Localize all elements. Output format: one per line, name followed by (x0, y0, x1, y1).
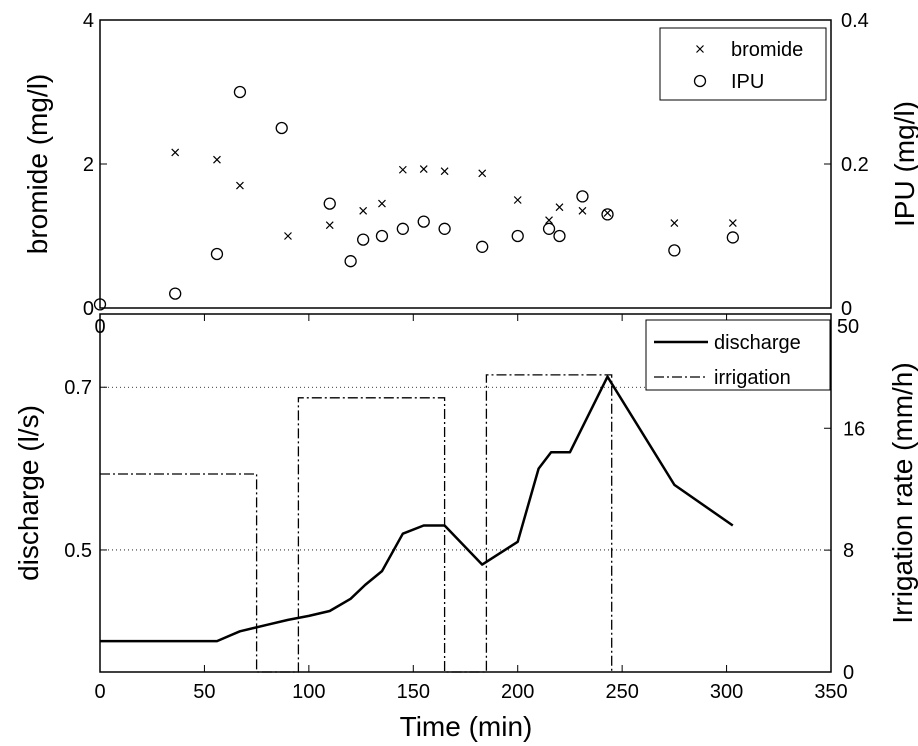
top-tick-fragment: 0 (94, 316, 105, 338)
bromide-point (359, 206, 368, 215)
top-left-tick-label: 2 (83, 154, 94, 176)
irrigation-line (100, 374, 613, 673)
x-tick-label: 100 (292, 681, 325, 703)
bromide-point (398, 165, 407, 174)
ipu-point (726, 231, 739, 244)
top-legend-box (659, 27, 827, 101)
top-right-y-label: IPU (mg/l) (889, 101, 918, 227)
bottom-x-ticks: 0 50 100 150 200 250 300 350 (94, 314, 848, 703)
top-right-tick-label: 0.4 (841, 10, 869, 32)
ipu-point (323, 197, 336, 210)
bottom-left-tick-label: 0.5 (64, 540, 92, 562)
bromide-point (545, 216, 553, 225)
ipu-point (375, 229, 389, 243)
bromide-point (213, 155, 221, 164)
bromide-point (325, 221, 334, 230)
top-right-tick-label: 0.2 (841, 154, 869, 176)
ipu-point (233, 85, 247, 99)
x-axis-label: Time (min) (400, 711, 533, 742)
bromide-point (728, 219, 737, 227)
bromide-point (378, 199, 386, 208)
bottom-legend-box (645, 319, 831, 391)
bromide-point (440, 167, 449, 176)
ipu-point (417, 215, 430, 228)
ipu-point (210, 247, 224, 261)
ipu-point (511, 229, 524, 243)
bromide-point (578, 206, 587, 215)
top-tick-fragment: 50 (837, 316, 859, 338)
ipu-point (476, 240, 489, 253)
ipu-point (275, 121, 288, 135)
bromide-point (236, 181, 244, 190)
legend-irrigation-label: irrigation (714, 367, 791, 389)
legend-discharge-label: discharge (714, 332, 801, 354)
top-right-y-ticks: 0 0.2 0.4 (824, 10, 869, 320)
bromide-point (419, 165, 428, 173)
bottom-right-tick-label: 16 (843, 418, 865, 440)
ipu-point (438, 222, 451, 235)
bottom-data-lines (100, 374, 734, 673)
ipu-point (553, 229, 566, 243)
bottom-right-tick-label: 8 (843, 540, 854, 562)
ipu-point (668, 244, 681, 257)
discharge-line (100, 375, 734, 643)
top-legend: bromide IPU (659, 27, 827, 101)
ipu-point (542, 222, 556, 235)
bottom-top-tick-fragments: 0 50 (94, 316, 859, 338)
legend-ipu-marker-o (693, 74, 707, 88)
bottom-right-y-label: Irrigation rate (mm/h) (887, 362, 918, 623)
bottom-left-y-ticks: 0.5 0.7 (64, 377, 107, 562)
bromide-point (555, 203, 564, 212)
legend-ipu-marker (693, 74, 707, 88)
legend-bromide-label: bromide (731, 39, 803, 61)
x-tick-label: 250 (605, 681, 638, 703)
ipu-point (169, 287, 182, 300)
ipu-point (344, 255, 357, 268)
top-panel: 0 2 4 0 0.2 0.4 bromide (mg/l) IPU (mg/l) br… (22, 10, 918, 320)
x-tick-label: 350 (814, 681, 847, 703)
bromide-point (478, 169, 487, 178)
ipu-point (601, 208, 614, 221)
top-left-tick-label: 4 (83, 10, 94, 32)
bottom-panel: 0 50 100 150 200 250 300 350 0 50 0.5 0.7 0 8 16 di… (13, 313, 918, 742)
bromide-point (603, 209, 612, 217)
ipu-point (396, 222, 409, 235)
x-tick-label: 50 (193, 681, 215, 703)
bromide-point (171, 148, 180, 157)
legend-bromide-marker (696, 45, 704, 53)
x-tick-label: 200 (501, 681, 534, 703)
bromide-point (513, 196, 522, 204)
legend-ipu-label: IPU (731, 71, 764, 93)
x-tick-label: 300 (710, 681, 743, 703)
x-tick-label: 0 (94, 681, 105, 703)
legend-bromide-marker-x (696, 45, 704, 53)
top-left-y-ticks: 0 2 4 (83, 10, 107, 320)
ipu-point (93, 298, 107, 311)
top-left-y-label: bromide (mg/l) (22, 74, 53, 254)
top-data-marks (93, 85, 739, 311)
ipu-point (576, 190, 589, 203)
top-right-tick-label: 0 (841, 298, 852, 320)
bottom-left-tick-label: 0.7 (64, 377, 92, 399)
bottom-right-tick-label: 0 (843, 662, 854, 684)
bottom-legend: discharge irrigation (645, 319, 831, 391)
ipu-point (357, 233, 370, 246)
bottom-left-y-label: discharge (l/s) (13, 405, 44, 581)
bromide-point (670, 219, 679, 227)
top-left-tick-label: 0 (83, 298, 94, 320)
bottom-right-y-ticks: 0 8 16 (824, 418, 865, 684)
bromide-point (284, 232, 292, 240)
x-tick-label: 150 (397, 681, 430, 703)
